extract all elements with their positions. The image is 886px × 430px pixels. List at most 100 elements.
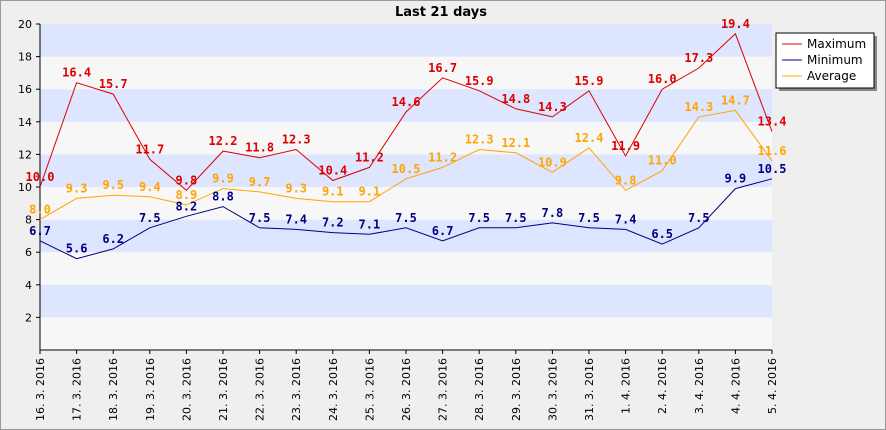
data-label-average: 14.3 bbox=[684, 100, 713, 114]
data-label-maximum: 19.4 bbox=[721, 17, 750, 31]
data-label-maximum: 14.8 bbox=[501, 92, 530, 106]
data-label-maximum: 16.7 bbox=[428, 61, 457, 75]
data-label-average: 14.7 bbox=[721, 93, 750, 107]
y-tick-label: 18 bbox=[18, 51, 32, 64]
x-tick-label: 20. 3. 2016 bbox=[180, 358, 193, 421]
x-tick-label: 19. 3. 2016 bbox=[144, 358, 157, 421]
data-label-maximum: 9.8 bbox=[176, 173, 198, 187]
data-label-average: 8.9 bbox=[176, 188, 198, 202]
grid-band bbox=[40, 89, 772, 122]
series-line-average bbox=[39, 109, 773, 221]
data-label-minimum: 6.7 bbox=[432, 224, 454, 238]
x-tick-label: 16. 3. 2016 bbox=[34, 358, 47, 421]
grid-band bbox=[40, 56, 772, 90]
x-tick-label: 25. 3. 2016 bbox=[363, 358, 376, 421]
data-label-average: 12.1 bbox=[501, 136, 530, 150]
data-label-minimum: 6.5 bbox=[651, 227, 673, 241]
data-label-average: 9.3 bbox=[66, 181, 88, 195]
x-tick-label: 18. 3. 2016 bbox=[107, 358, 120, 421]
y-tick-label: 2 bbox=[25, 311, 32, 324]
data-label-average: 11.6 bbox=[758, 144, 787, 158]
x-tick-label: 27. 3. 2016 bbox=[437, 358, 450, 421]
x-tick-label: 24. 3. 2016 bbox=[327, 358, 340, 421]
y-tick-label: 8 bbox=[25, 214, 32, 227]
data-label-average: 10.5 bbox=[392, 162, 421, 176]
data-label-maximum: 11.2 bbox=[355, 150, 384, 164]
x-tick-label: 1. 4. 2016 bbox=[620, 358, 633, 414]
data-label-maximum: 17.3 bbox=[684, 51, 713, 65]
data-label-average: 10.9 bbox=[538, 155, 567, 169]
x-tick-label: 2. 4. 2016 bbox=[656, 358, 669, 414]
data-label-average: 9.5 bbox=[102, 178, 124, 192]
data-label-average: 9.7 bbox=[249, 175, 271, 189]
x-tick-label: 31. 3. 2016 bbox=[583, 358, 596, 421]
data-label-minimum: 7.5 bbox=[688, 211, 710, 225]
data-label-minimum: 7.8 bbox=[542, 206, 564, 220]
grid-band bbox=[40, 187, 772, 220]
data-label-average: 12.3 bbox=[465, 133, 494, 147]
data-label-average: 9.1 bbox=[359, 185, 381, 199]
data-label-average: 11.2 bbox=[428, 150, 457, 164]
data-label-average: 9.4 bbox=[139, 180, 161, 194]
data-label-minimum: 6.7 bbox=[29, 224, 51, 238]
x-tick-label: 30. 3. 2016 bbox=[546, 358, 559, 421]
grid-band bbox=[40, 317, 772, 350]
data-label-maximum: 10.0 bbox=[26, 170, 55, 184]
data-label-minimum: 7.4 bbox=[285, 212, 307, 226]
legend-label-average: Average bbox=[807, 69, 856, 83]
series-line-minimum bbox=[39, 178, 773, 260]
data-label-maximum: 15.9 bbox=[465, 74, 494, 88]
data-label-minimum: 7.1 bbox=[359, 217, 381, 231]
data-label-minimum: 7.5 bbox=[468, 211, 490, 225]
x-tick-label: 21. 3. 2016 bbox=[217, 358, 230, 421]
data-label-minimum: 6.2 bbox=[102, 232, 124, 246]
data-label-maximum: 11.9 bbox=[611, 139, 640, 153]
data-label-minimum: 9.9 bbox=[725, 172, 747, 186]
y-tick-label: 4 bbox=[25, 279, 32, 292]
data-label-maximum: 15.7 bbox=[99, 77, 128, 91]
data-label-maximum: 14.6 bbox=[392, 95, 421, 109]
x-tick-label: 23. 3. 2016 bbox=[290, 358, 303, 421]
x-tick-label: 3. 4. 2016 bbox=[693, 358, 706, 414]
x-tick-label: 29. 3. 2016 bbox=[510, 358, 523, 421]
data-label-minimum: 10.5 bbox=[758, 162, 787, 176]
grid-band bbox=[40, 219, 772, 253]
data-label-average: 9.9 bbox=[212, 172, 234, 186]
data-label-average: 9.8 bbox=[615, 173, 637, 187]
data-label-maximum: 10.4 bbox=[318, 163, 347, 177]
grid-band bbox=[40, 284, 772, 318]
data-label-average: 9.3 bbox=[285, 181, 307, 195]
grid-band bbox=[40, 252, 772, 285]
data-label-average: 11.0 bbox=[648, 154, 677, 168]
y-tick-label: 20 bbox=[18, 18, 32, 31]
grid-band bbox=[40, 154, 772, 187]
x-tick-label: 5. 4. 2016 bbox=[766, 358, 779, 414]
data-label-minimum: 7.4 bbox=[615, 212, 637, 226]
data-label-minimum: 5.6 bbox=[66, 242, 88, 256]
data-label-maximum: 12.3 bbox=[282, 133, 311, 147]
data-label-average: 9.1 bbox=[322, 185, 344, 199]
data-label-average: 8.0 bbox=[29, 203, 51, 217]
y-tick-label: 6 bbox=[25, 246, 32, 259]
x-tick-label: 17. 3. 2016 bbox=[71, 358, 84, 421]
data-label-minimum: 8.8 bbox=[212, 190, 234, 204]
data-label-minimum: 7.2 bbox=[322, 216, 344, 230]
data-label-minimum: 7.5 bbox=[395, 211, 417, 225]
data-label-minimum: 7.5 bbox=[139, 211, 161, 225]
data-label-minimum: 7.5 bbox=[578, 211, 600, 225]
legend-label-minimum: Minimum bbox=[807, 53, 863, 67]
data-label-maximum: 13.4 bbox=[758, 115, 787, 129]
data-label-maximum: 11.8 bbox=[245, 141, 274, 155]
data-label-minimum: 8.2 bbox=[176, 199, 198, 213]
data-label-minimum: 7.5 bbox=[249, 211, 271, 225]
chart-title: Last 21 days bbox=[395, 5, 487, 20]
data-label-maximum: 16.0 bbox=[648, 72, 677, 86]
data-label-maximum: 11.7 bbox=[135, 142, 164, 156]
data-label-maximum: 12.2 bbox=[209, 134, 238, 148]
data-label-maximum: 16.4 bbox=[62, 66, 91, 80]
y-tick-label: 10 bbox=[18, 181, 32, 194]
series-line-maximum bbox=[39, 32, 773, 191]
x-tick-label: 26. 3. 2016 bbox=[400, 358, 413, 421]
x-tick-label: 22. 3. 2016 bbox=[254, 358, 267, 421]
